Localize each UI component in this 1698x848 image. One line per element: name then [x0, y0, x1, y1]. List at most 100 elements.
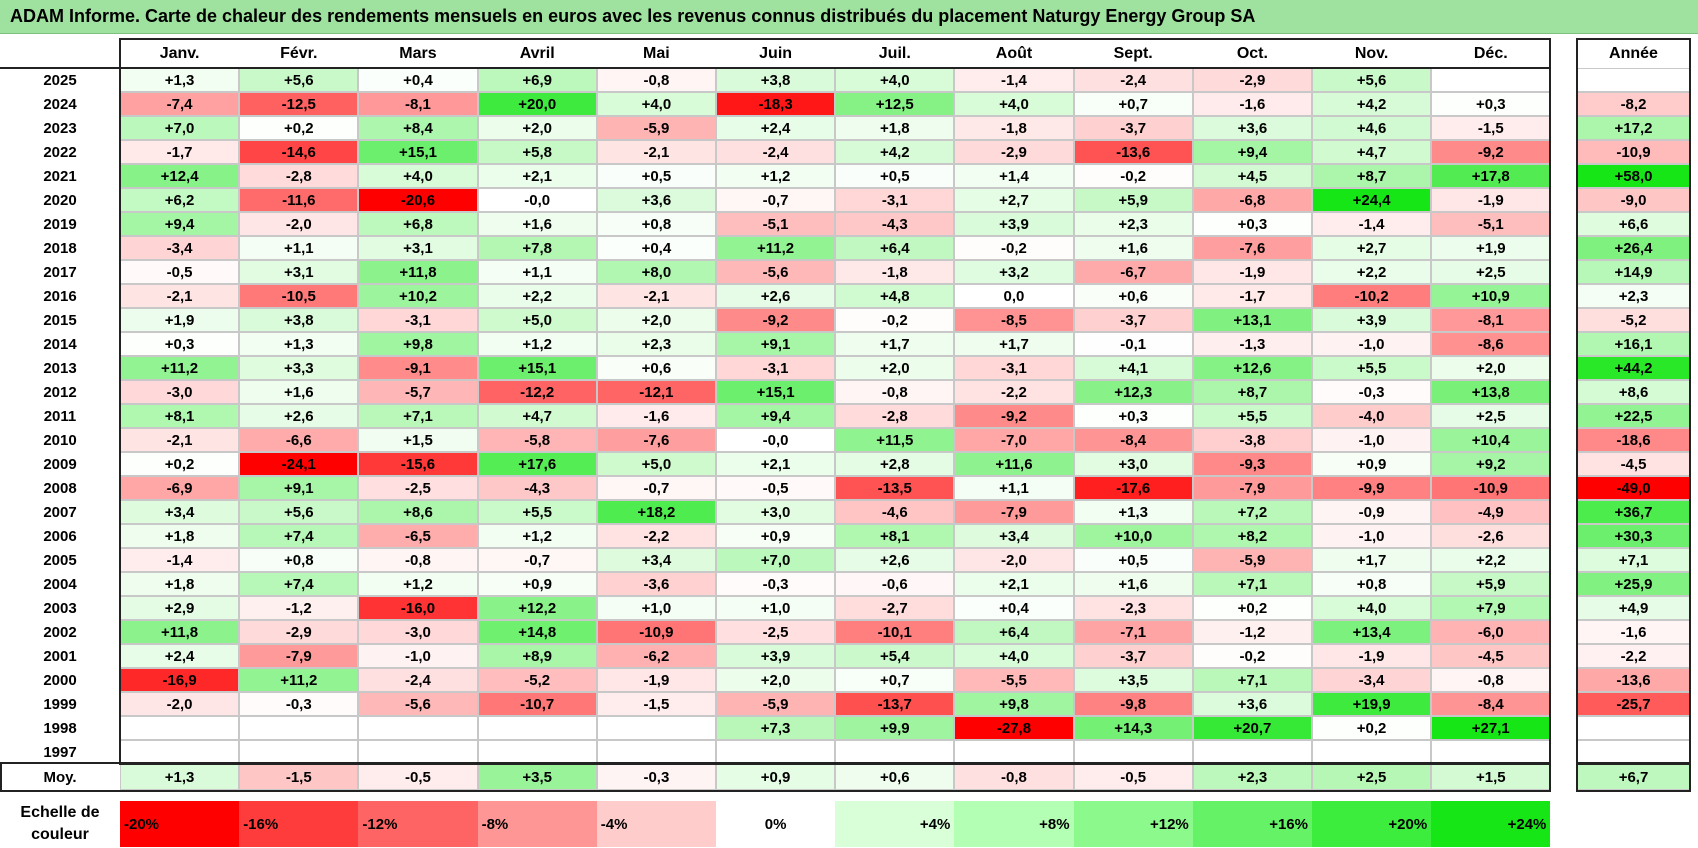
heatmap-cell: -3,6: [596, 572, 716, 596]
heatmap-cell: +13,1: [1192, 308, 1312, 332]
heatmap-cell: -1,6: [596, 404, 716, 428]
heatmap-cell: +5,6: [239, 68, 359, 92]
heatmap-cell: -12,2: [477, 380, 597, 404]
year-label: 2014: [43, 335, 77, 353]
heatmap-cell: [835, 740, 955, 764]
heatmap-cell: -6,0: [1431, 620, 1551, 644]
year-label: 2018: [43, 239, 77, 257]
heatmap-cell: -0,2: [835, 308, 955, 332]
heatmap-cell: -4,9: [1431, 500, 1551, 524]
heatmap-cell: +2,2: [477, 284, 597, 308]
heatmap-cell: +3,8: [716, 68, 836, 92]
heatmap-cell: +2,0: [596, 308, 716, 332]
heatmap-cell: +1,6: [1073, 572, 1193, 596]
heatmap-cell: -0,5: [120, 260, 240, 284]
annual-cell: +4,9: [1577, 596, 1690, 620]
heatmap-cell: -0,9: [1312, 500, 1432, 524]
heatmap-cell: [1431, 68, 1551, 92]
heatmap-cell: +7,8: [477, 236, 597, 260]
annual-cell: -4,5: [1577, 452, 1690, 476]
heatmap-cell: +0,6: [596, 356, 716, 380]
heatmap-cell: [1192, 740, 1312, 764]
heatmap-cell: +11,2: [716, 236, 836, 260]
heatmap-cell: +2,1: [716, 452, 836, 476]
heatmap-cell: -2,1: [596, 284, 716, 308]
year-total-header: Année: [1609, 45, 1658, 62]
heatmap-cell: +2,3: [596, 332, 716, 356]
heatmap-cell: -7,4: [120, 92, 240, 116]
year-label: 2001: [43, 647, 77, 665]
heatmap-cell: +0,3: [1431, 92, 1551, 116]
year-label: 1997: [43, 743, 77, 761]
heatmap-cell: +1,1: [954, 476, 1074, 500]
heatmap-cell: +12,3: [1073, 380, 1193, 404]
heatmap-cell: -2,8: [239, 164, 359, 188]
heatmap-cell: -1,7: [1192, 284, 1312, 308]
color-scale-swatch: +24%: [1431, 801, 1551, 847]
heatmap-cell: -9,1: [358, 356, 478, 380]
heatmap-cell: +2,0: [1431, 356, 1551, 380]
heatmap-cell: +19,9: [1312, 692, 1432, 716]
heatmap-cell: -10,9: [596, 620, 716, 644]
heatmap-cell: +9,2: [1431, 452, 1551, 476]
heatmap-cell: +0,7: [1073, 92, 1193, 116]
annual-cell: +2,3: [1577, 284, 1690, 308]
heatmap-cell: -1,6: [1192, 92, 1312, 116]
heatmap-cell: +0,4: [358, 68, 478, 92]
heatmap-cell: +2,7: [954, 188, 1074, 212]
heatmap-cell: +4,0: [1312, 596, 1432, 620]
heatmap-cell: +1,8: [120, 572, 240, 596]
heatmap-cell: +3,4: [596, 548, 716, 572]
heatmap-cell: -1,0: [1312, 332, 1432, 356]
heatmap-cell: +5,9: [1073, 188, 1193, 212]
heatmap-cell: -4,3: [477, 476, 597, 500]
heatmap-cell: -1,4: [120, 548, 240, 572]
heatmap-cell: +0,9: [1312, 452, 1432, 476]
heatmap-cell: +9,8: [954, 692, 1074, 716]
annual-cell: -49,0: [1577, 476, 1690, 500]
heatmap-cell: -4,6: [835, 500, 955, 524]
heatmap-cell: +4,7: [1312, 140, 1432, 164]
chart-title: ADAM Informe. Carte de chaleur des rende…: [10, 6, 1256, 26]
heatmap-cell: -6,7: [1073, 260, 1193, 284]
heatmap-cell: -2,5: [358, 476, 478, 500]
heatmap-cell: -12,1: [596, 380, 716, 404]
heatmap-cell: +6,9: [477, 68, 597, 92]
heatmap-cell: -1,4: [1312, 212, 1432, 236]
heatmap-cell: +1,7: [835, 332, 955, 356]
year-label: 2012: [43, 383, 77, 401]
heatmap-cell: +9,4: [120, 212, 240, 236]
heatmap-cell: +27,1: [1431, 716, 1551, 740]
heatmap-cell: +3,6: [596, 188, 716, 212]
heatmap-cell: -0,3: [239, 692, 359, 716]
heatmap-cell: -4,0: [1312, 404, 1432, 428]
heatmap-cell: +1,7: [954, 332, 1074, 356]
heatmap-cell: -8,1: [1431, 308, 1551, 332]
heatmap-cell: -2,4: [1073, 68, 1193, 92]
heatmap-cell: +8,7: [1312, 164, 1432, 188]
heatmap-cell: -3,1: [716, 356, 836, 380]
average-cell: +1,5: [1431, 764, 1551, 790]
heatmap-cell: +2,0: [716, 668, 836, 692]
average-cell: +0,6: [835, 764, 955, 790]
heatmap-cell: -5,2: [477, 668, 597, 692]
heatmap-cell: +7,3: [716, 716, 836, 740]
heatmap-cell: -7,1: [1073, 620, 1193, 644]
annual-cell: +22,5: [1577, 404, 1690, 428]
heatmap-cell: -1,0: [1312, 428, 1432, 452]
heatmap-cell: +1,6: [477, 212, 597, 236]
color-scale-swatch: -20%: [120, 801, 240, 847]
heatmap-cell: +13,8: [1431, 380, 1551, 404]
heatmap-cell: -5,1: [1431, 212, 1551, 236]
annual-cell: -5,2: [1577, 308, 1690, 332]
year-label: 2000: [43, 671, 77, 689]
title-bar: ADAM Informe. Carte de chaleur des rende…: [0, 0, 1698, 34]
heatmap-cell: +4,7: [477, 404, 597, 428]
heatmap-cell: +2,4: [716, 116, 836, 140]
heatmap-cell: -27,8: [954, 716, 1074, 740]
annual-cell: -1,6: [1577, 620, 1690, 644]
heatmap-cell: -2,5: [716, 620, 836, 644]
heatmap-cell: +3,6: [1192, 692, 1312, 716]
heatmap-cell: +6,8: [358, 212, 478, 236]
heatmap-cell: +11,6: [954, 452, 1074, 476]
